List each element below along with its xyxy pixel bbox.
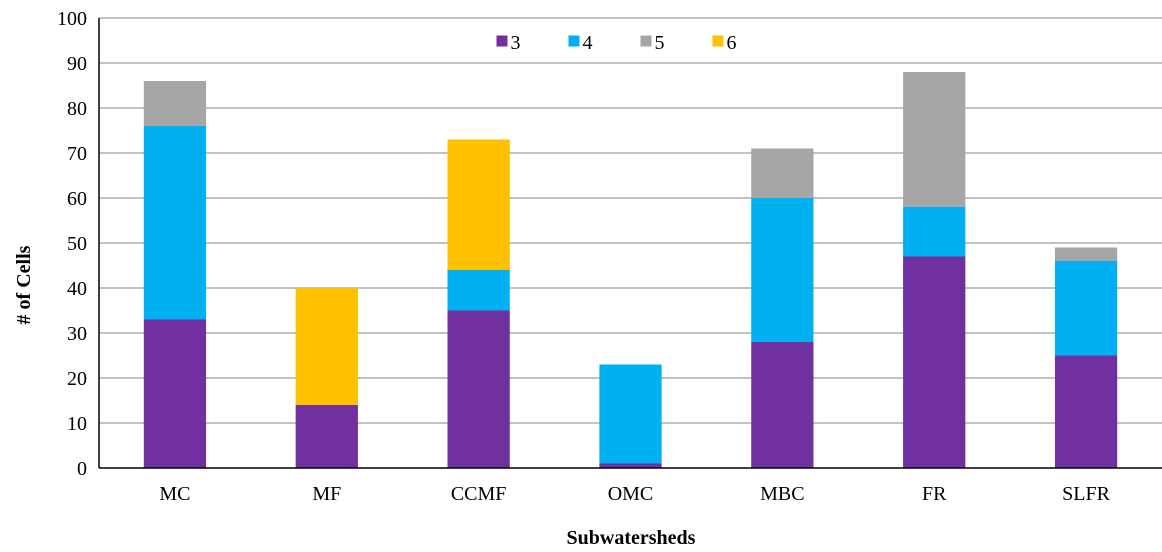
bar-segment-3-fr xyxy=(903,256,966,468)
legend-swatch xyxy=(568,35,580,47)
axes: 0 10 20 30 40 50 60 70 80 90 100 MC MF CCMF OMC MBC FR SL… xyxy=(57,8,1162,505)
y-tick-label: 70 xyxy=(67,143,87,165)
x-tick-label: CCMF xyxy=(451,483,507,505)
bar-segment-6-ccmf xyxy=(447,139,510,270)
bar-segment-3-mbc xyxy=(751,342,814,468)
bar-segment-5-mc xyxy=(143,81,207,126)
x-tick-label: FR xyxy=(922,483,947,505)
y-tick-label: 40 xyxy=(67,278,87,300)
bar-segment-3-ccmf xyxy=(447,310,510,468)
bar-segment-3-omc xyxy=(599,463,662,468)
y-tick-label: 30 xyxy=(67,323,87,345)
legend-swatch xyxy=(640,35,652,47)
x-tick-label: MBC xyxy=(760,483,804,505)
y-tick-label: 10 xyxy=(67,413,87,435)
y-tick-label: 50 xyxy=(67,233,87,255)
bar-segment-5-slfr xyxy=(1054,247,1118,261)
legend-swatch xyxy=(712,35,724,47)
legend: 3 4 5 6 xyxy=(496,32,737,54)
bar-segment-5-mbc xyxy=(751,148,814,198)
y-tick-label: 100 xyxy=(57,8,87,30)
y-tick-label: 20 xyxy=(67,368,87,390)
legend-swatch xyxy=(496,35,508,47)
legend-label: 6 xyxy=(727,32,737,54)
bar-segment-3-mc xyxy=(143,319,207,468)
bar-segment-3-slfr xyxy=(1054,355,1118,468)
bar-segment-4-omc xyxy=(599,364,662,464)
bar-segment-4-ccmf xyxy=(447,270,510,311)
x-tick-label: OMC xyxy=(608,483,654,505)
x-tick-label: SLFR xyxy=(1062,483,1110,505)
bar-segment-4-fr xyxy=(903,207,966,257)
y-axis-title: # of Cells xyxy=(13,245,35,324)
x-axis-title: Subwatersheds xyxy=(567,527,696,549)
bar-segment-4-mbc xyxy=(751,198,814,342)
x-tick-label: MC xyxy=(159,483,190,505)
y-tick-label: 90 xyxy=(67,53,87,75)
y-tick-label: 0 xyxy=(77,458,87,480)
legend-label: 4 xyxy=(583,32,593,54)
legend-label: 5 xyxy=(655,32,665,54)
bars xyxy=(143,72,1118,468)
y-tick-label: 80 xyxy=(67,98,87,120)
bar-segment-5-fr xyxy=(903,72,966,207)
bar-segment-3-mf xyxy=(295,405,358,468)
bar-segment-4-slfr xyxy=(1054,261,1118,356)
x-tick-label: MF xyxy=(312,483,341,505)
bar-segment-6-mf xyxy=(295,288,358,405)
bar-segment-4-mc xyxy=(143,126,207,320)
y-tick-label: 60 xyxy=(67,188,87,210)
legend-label: 3 xyxy=(511,32,521,54)
gridlines xyxy=(99,17,1162,424)
